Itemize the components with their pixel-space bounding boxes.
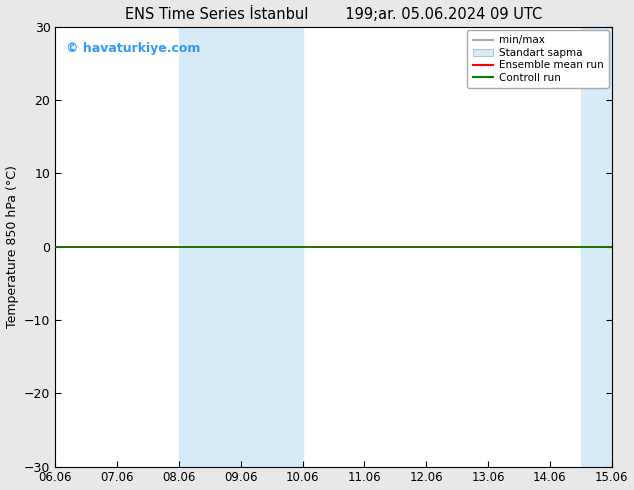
Title: ENS Time Series İstanbul        199;ar. 05.06.2024 09 UTC: ENS Time Series İstanbul 199;ar. 05.06.2… [125,5,542,22]
Y-axis label: Temperature 850 hPa (°C): Temperature 850 hPa (°C) [6,165,18,328]
Bar [581,27,634,466]
Bar [179,27,302,466]
Text: © havaturkiye.com: © havaturkiye.com [67,42,201,55]
Legend: min/max, Standart sapma, Ensemble mean run, Controll run: min/max, Standart sapma, Ensemble mean r… [467,30,609,88]
